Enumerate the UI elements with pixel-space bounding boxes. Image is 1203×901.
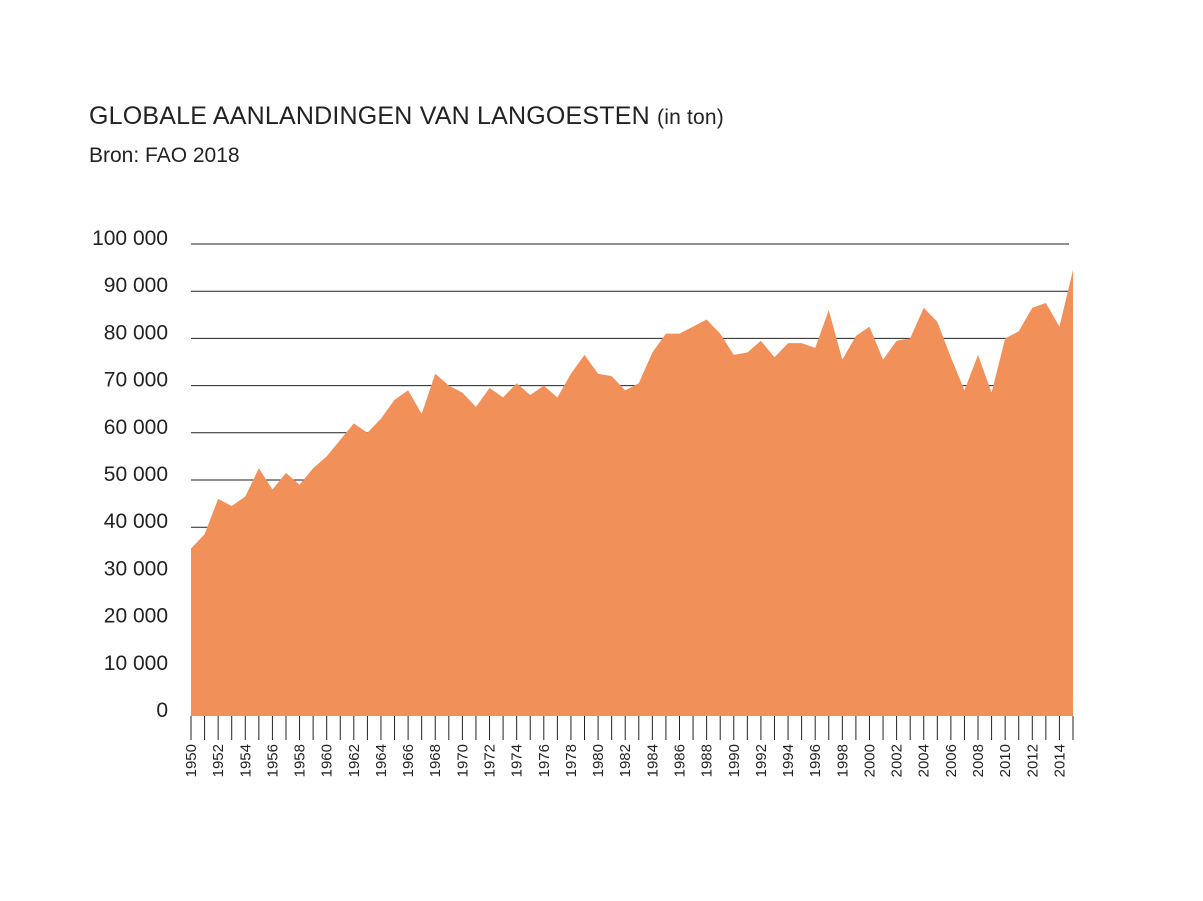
x-tick-label: 1966 xyxy=(400,744,417,777)
x-tick-label: 2008 xyxy=(970,744,987,777)
x-tick-label: 1954 xyxy=(237,744,254,777)
x-tick-label: 1960 xyxy=(319,744,336,777)
y-tick-label: 80 000 xyxy=(104,321,168,344)
x-tick-label: 1984 xyxy=(644,744,661,777)
y-tick-label: 0 xyxy=(156,699,168,722)
x-tick-label: 1988 xyxy=(699,744,716,777)
x-tick-label: 1962 xyxy=(346,744,363,777)
x-tick-label: 1958 xyxy=(292,744,309,777)
x-tick-label: 1980 xyxy=(590,744,607,777)
y-tick-label: 40 000 xyxy=(104,510,168,533)
y-tick-label: 50 000 xyxy=(104,463,168,486)
y-axis: 100 000 90 000 80 000 70 000 60 000 50 000 40 … xyxy=(92,227,168,722)
y-tick-label: 60 000 xyxy=(104,416,168,439)
y-tick-label: 30 000 xyxy=(104,557,168,580)
x-tick-label: 1950 xyxy=(183,744,200,777)
x-tick-label: 1996 xyxy=(807,744,824,777)
x-tick-label: 1998 xyxy=(834,744,851,777)
x-tick-label: 1968 xyxy=(427,744,444,777)
x-axis: 1950 1952 1954 1956 1958 1960 1962 1964 1966 1968… xyxy=(183,716,1074,777)
x-tick-label: 2012 xyxy=(1024,744,1041,777)
title-text: GLOBALE AANLANDINGEN VAN LANGOESTEN xyxy=(89,102,650,130)
x-tick-label: 1994 xyxy=(780,744,797,777)
y-tick-label: 10 000 xyxy=(104,652,168,675)
x-tick-label: 1956 xyxy=(264,744,281,777)
x-tick-label: 1978 xyxy=(563,744,580,777)
x-tick-label: 1986 xyxy=(672,744,689,777)
chart-subtitle: Bron: FAO 2018 xyxy=(89,144,240,167)
chart-title: GLOBALE AANLANDINGEN VAN LANGOESTEN (in … xyxy=(89,102,724,131)
x-tick-label: 2002 xyxy=(889,744,906,777)
x-tick-label: 1974 xyxy=(509,744,526,777)
x-tick-label: 2006 xyxy=(943,744,960,777)
x-tick-label: 1972 xyxy=(482,744,499,777)
x-tick-label: 1990 xyxy=(726,744,743,777)
title-unit: (in ton) xyxy=(657,106,724,129)
y-tick-label: 70 000 xyxy=(104,369,168,392)
y-tick-label: 100 000 xyxy=(92,227,168,250)
x-tick-label: 1982 xyxy=(617,744,634,777)
x-tick-label: 2010 xyxy=(997,744,1014,777)
x-tick-label: 1992 xyxy=(753,744,770,777)
area-series xyxy=(191,269,1073,716)
x-tick-label: 2014 xyxy=(1051,744,1068,777)
x-tick-label: 2004 xyxy=(916,744,933,777)
y-tick-label: 90 000 xyxy=(104,274,168,297)
x-tick-label: 1964 xyxy=(373,744,390,777)
x-tick-label: 2000 xyxy=(862,744,879,777)
x-tick-label: 1952 xyxy=(210,744,227,777)
y-tick-label: 20 000 xyxy=(104,605,168,628)
x-tick-label: 1970 xyxy=(454,744,471,777)
x-tick-label: 1976 xyxy=(536,744,553,777)
